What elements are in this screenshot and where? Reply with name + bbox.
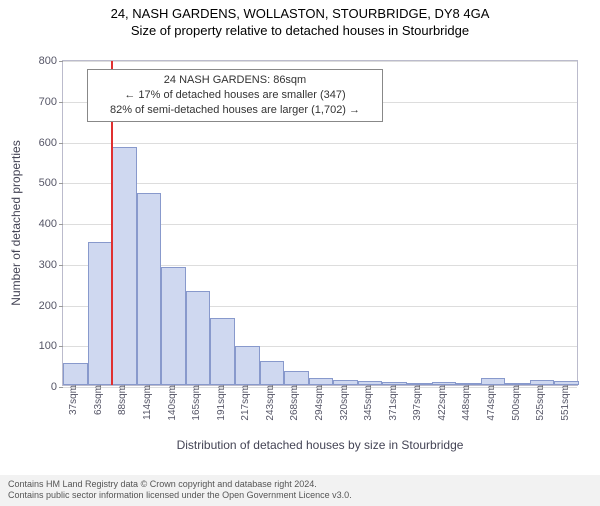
x-tick-label: 191sqm <box>216 385 227 421</box>
histogram-bar <box>284 371 309 385</box>
y-tick-mark <box>59 265 63 266</box>
y-tick-mark <box>59 61 63 62</box>
x-tick-label: 114sqm <box>142 385 153 420</box>
footer-line2: Contains public sector information licen… <box>8 490 592 502</box>
x-tick-label: 268sqm <box>289 385 300 421</box>
x-tick-label: 345sqm <box>363 385 374 421</box>
y-tick-label: 500 <box>39 177 57 189</box>
x-tick-label: 422sqm <box>437 385 448 421</box>
y-tick-mark <box>59 387 63 388</box>
histogram-bar <box>161 267 186 385</box>
grid-line <box>63 143 577 144</box>
histogram-bar <box>309 378 334 385</box>
x-tick-label: 63sqm <box>93 385 104 415</box>
x-tick-label: 500sqm <box>511 385 522 421</box>
x-tick-label: 88sqm <box>117 385 128 415</box>
x-tick-label: 371sqm <box>388 385 399 421</box>
y-tick-label: 600 <box>39 137 57 149</box>
info-box-line1: 24 NASH GARDENS: 86sqm <box>96 73 374 88</box>
y-tick-mark <box>59 143 63 144</box>
info-box-line3: 82% of semi-detached houses are larger (… <box>96 103 374 118</box>
info-box-line2: ← 17% of detached houses are smaller (34… <box>96 88 374 103</box>
histogram-bar <box>137 193 162 385</box>
info-box: 24 NASH GARDENS: 86sqm ← 17% of detached… <box>87 69 383 122</box>
histogram-bar <box>186 291 211 385</box>
x-tick-label: 217sqm <box>240 385 251 421</box>
y-tick-label: 800 <box>39 55 57 67</box>
x-axis-label: Distribution of detached houses by size … <box>177 438 464 452</box>
y-tick-mark <box>59 224 63 225</box>
histogram-bar <box>260 361 285 385</box>
y-tick-label: 400 <box>39 218 57 230</box>
histogram-bar <box>481 378 506 385</box>
chart-container: 24 NASH GARDENS: 86sqm ← 17% of detached… <box>0 48 600 466</box>
y-tick-label: 100 <box>39 340 57 352</box>
y-tick-label: 0 <box>51 381 57 393</box>
plot-area: 24 NASH GARDENS: 86sqm ← 17% of detached… <box>62 60 578 386</box>
grid-line <box>63 61 577 62</box>
x-tick-label: 140sqm <box>167 385 178 421</box>
page-title: 24, NASH GARDENS, WOLLASTON, STOURBRIDGE… <box>0 6 600 21</box>
histogram-bar <box>88 242 113 385</box>
footer-line1: Contains HM Land Registry data © Crown c… <box>8 479 592 491</box>
grid-line <box>63 183 577 184</box>
histogram-bar <box>63 363 88 385</box>
y-tick-label: 700 <box>39 96 57 108</box>
y-tick-label: 200 <box>39 300 57 312</box>
histogram-bar <box>210 318 235 385</box>
histogram-bar <box>235 346 260 385</box>
x-tick-label: 165sqm <box>191 385 202 421</box>
x-tick-label: 243sqm <box>265 385 276 421</box>
x-tick-label: 397sqm <box>412 385 423 421</box>
y-axis-label: Number of detached properties <box>9 140 23 305</box>
x-tick-label: 525sqm <box>535 385 546 421</box>
x-tick-label: 551sqm <box>560 385 571 421</box>
page-subtitle: Size of property relative to detached ho… <box>0 23 600 38</box>
x-tick-label: 294sqm <box>314 385 325 421</box>
attribution-footer: Contains HM Land Registry data © Crown c… <box>0 475 600 506</box>
x-tick-label: 320sqm <box>339 385 350 421</box>
y-tick-mark <box>59 306 63 307</box>
x-tick-label: 448sqm <box>461 385 472 421</box>
x-tick-label: 474sqm <box>486 385 497 421</box>
y-tick-mark <box>59 346 63 347</box>
x-tick-label: 37sqm <box>68 385 79 415</box>
y-tick-mark <box>59 183 63 184</box>
y-tick-mark <box>59 102 63 103</box>
y-tick-label: 300 <box>39 259 57 271</box>
histogram-bar <box>112 147 137 385</box>
